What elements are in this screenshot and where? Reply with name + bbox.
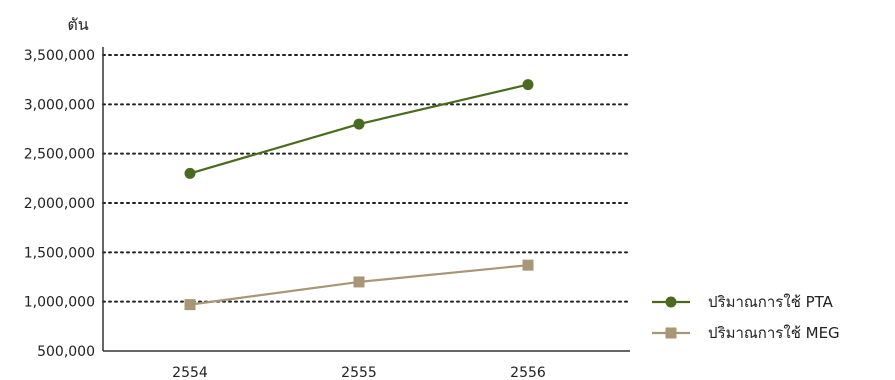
legend-marker bbox=[665, 327, 677, 339]
grid-lines bbox=[102, 54, 631, 303]
axes bbox=[102, 47, 630, 352]
y-tick-label: 2,500,000 bbox=[24, 147, 95, 163]
y-axis-ticks: 3,500,000 3,000,000 2,500,000 2,000,000 1,50… bbox=[24, 48, 95, 360]
x-tick-label: 2554 bbox=[172, 365, 208, 380]
data-point bbox=[522, 79, 534, 91]
x-tick-label: 2556 bbox=[510, 365, 546, 380]
data-point bbox=[522, 259, 534, 271]
x-tick-label: 2555 bbox=[341, 365, 377, 380]
data-point bbox=[184, 167, 196, 179]
data-point bbox=[353, 276, 365, 288]
y-axis-unit-label: ตัน bbox=[67, 15, 88, 34]
data-point bbox=[353, 118, 365, 130]
series bbox=[184, 79, 534, 311]
x-axis-ticks: 2554 2555 2556 bbox=[172, 365, 546, 380]
y-tick-label: 3,500,000 bbox=[24, 48, 95, 64]
y-tick-label: 1,000,000 bbox=[24, 295, 95, 311]
legend-label: ปริมาณการใช้ MEG bbox=[708, 324, 840, 342]
y-tick-label: 2,000,000 bbox=[24, 196, 95, 212]
data-point bbox=[184, 299, 196, 311]
legend: ปริมาณการใช้ PTA ปริมาณการใช้ MEG bbox=[652, 293, 840, 342]
y-tick-label: 3,000,000 bbox=[24, 97, 95, 113]
y-tick-label: 1,500,000 bbox=[24, 245, 95, 261]
legend-label: ปริมาณการใช้ PTA bbox=[708, 293, 834, 311]
legend-marker bbox=[665, 296, 677, 308]
y-tick-label: 500,000 bbox=[37, 344, 95, 360]
